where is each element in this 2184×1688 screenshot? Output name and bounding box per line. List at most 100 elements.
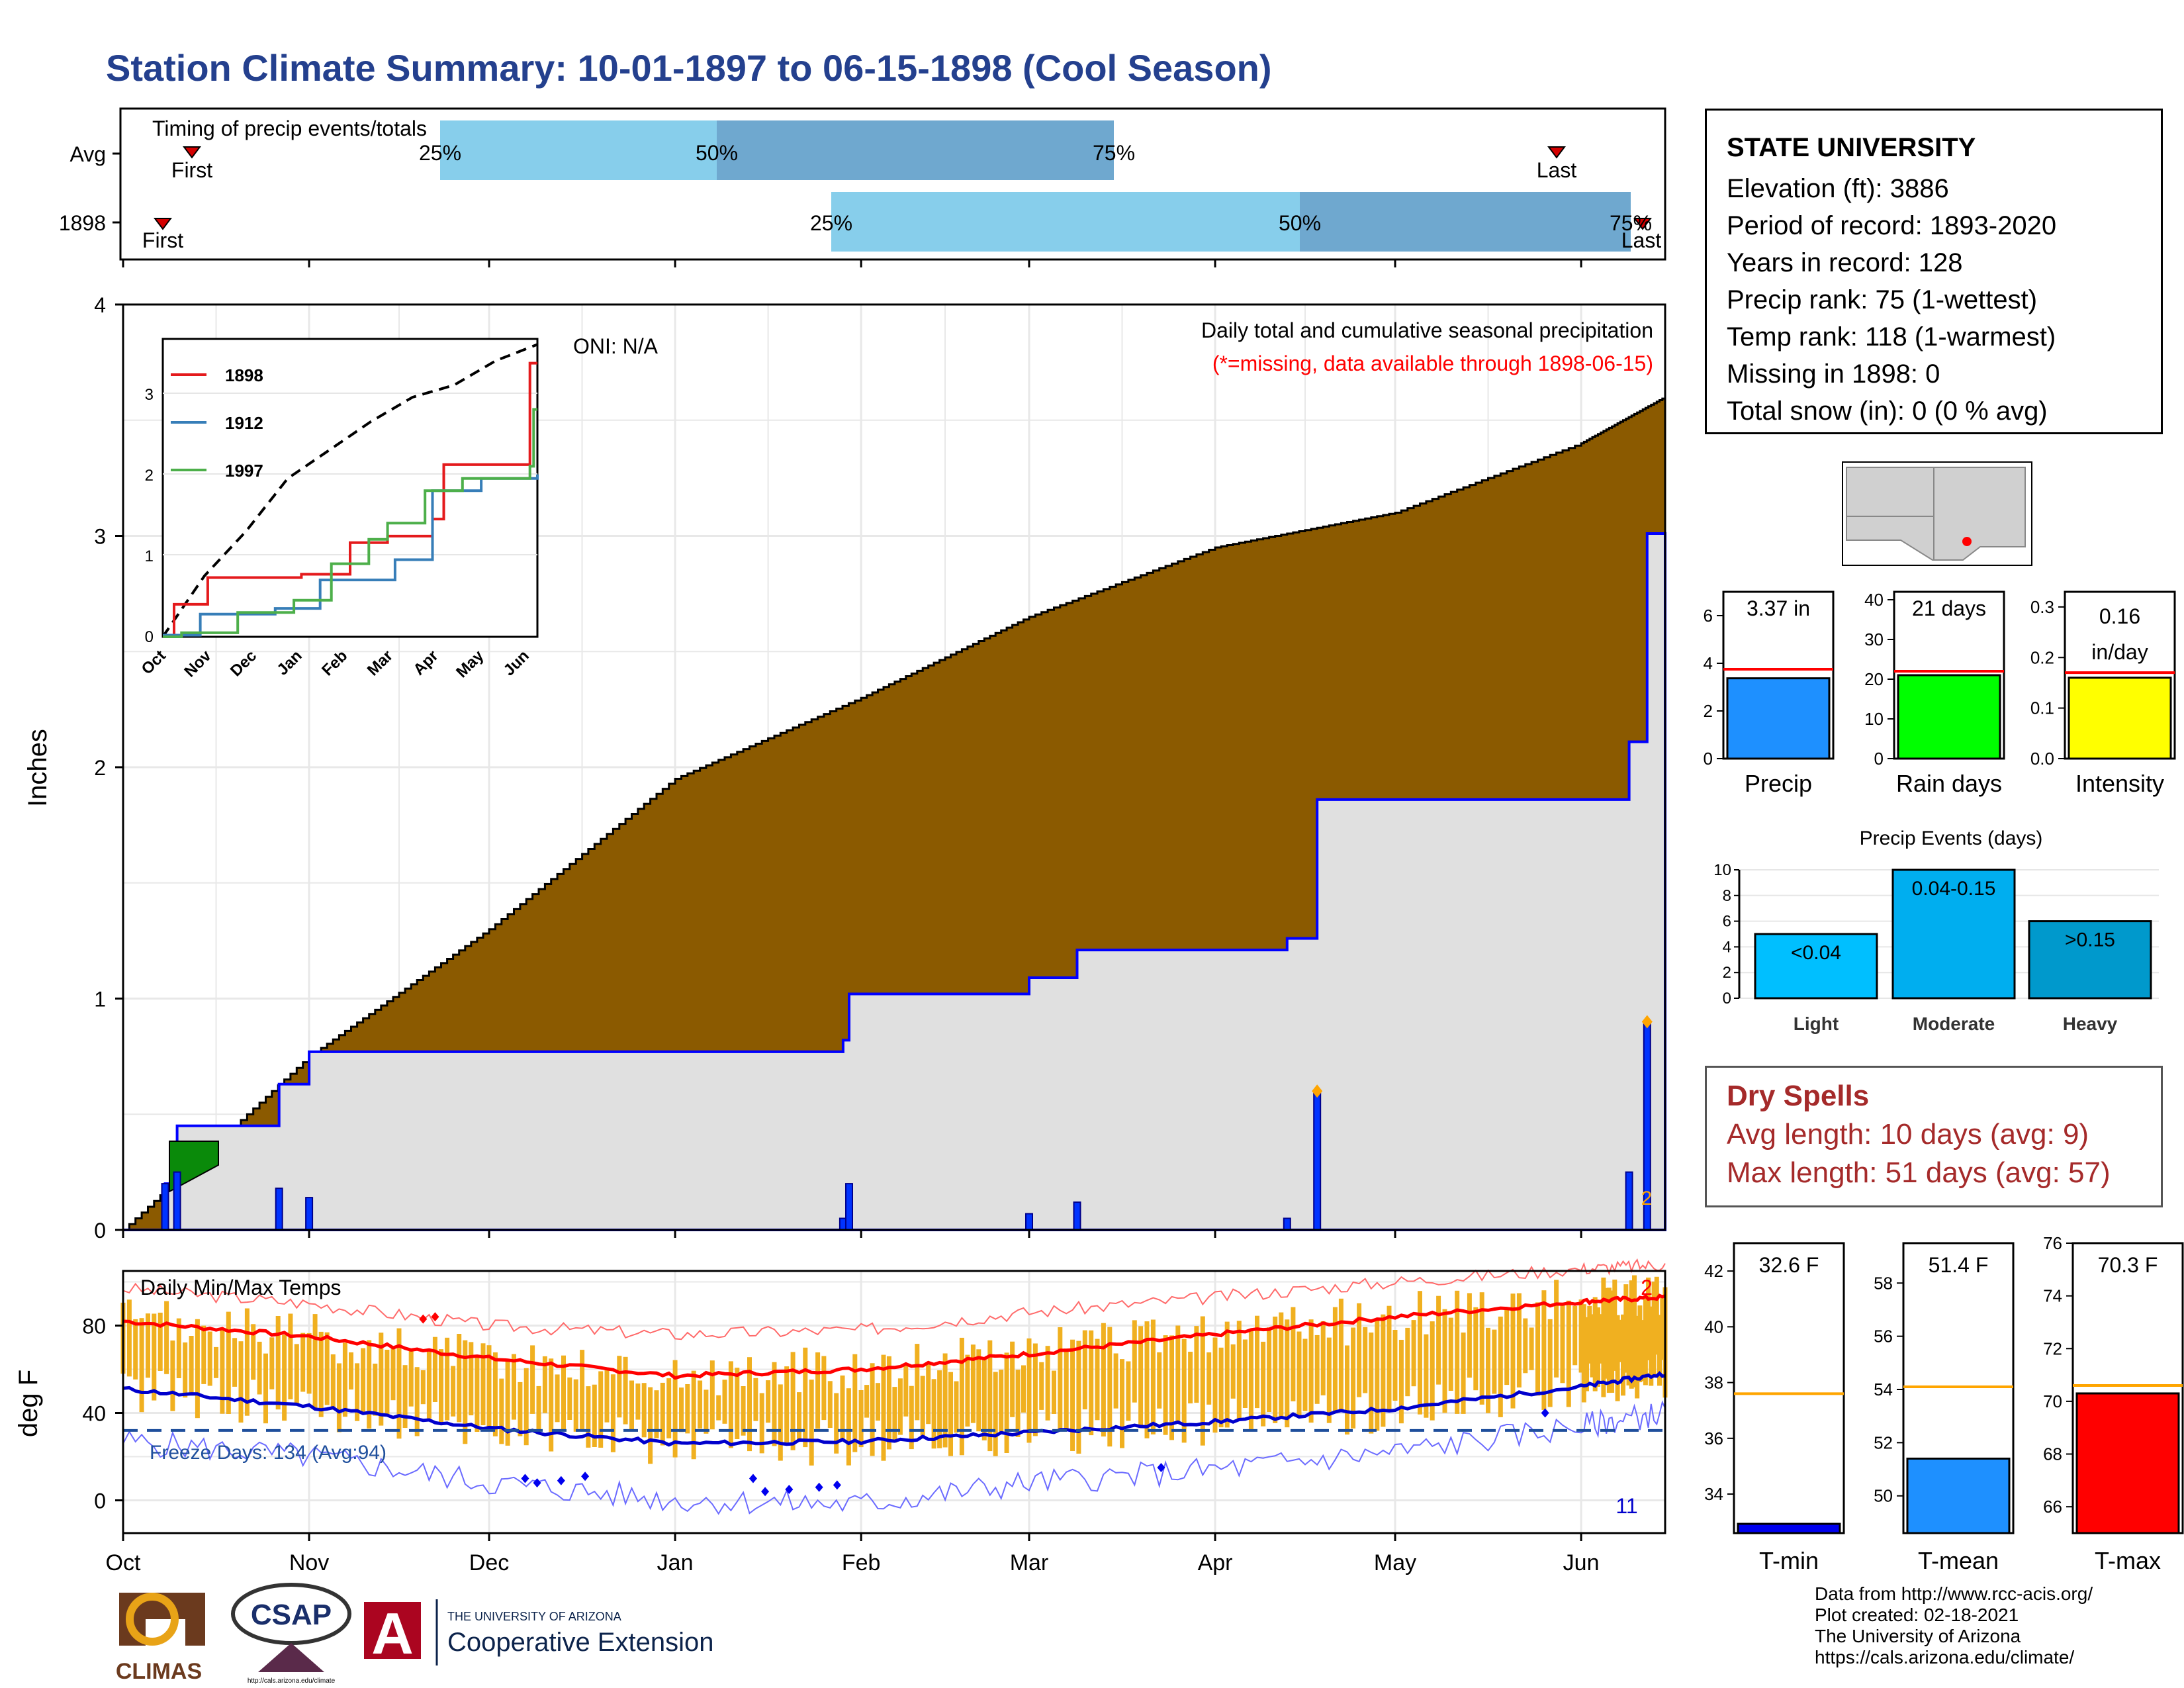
record-high-marker [419, 1314, 428, 1324]
daily-temp-bar [1297, 1331, 1302, 1417]
temp-summary-ytick: 58 [1874, 1273, 1893, 1293]
missing-count: 2 [1641, 1188, 1653, 1209]
daily-temp-bar [1504, 1309, 1510, 1385]
daily-temp-bar [1144, 1321, 1150, 1438]
daily-temp-bar [390, 1348, 396, 1401]
daily-temp-bar [1660, 1297, 1665, 1360]
daily-temp-bar [1363, 1327, 1368, 1393]
daily-temp-bar [1436, 1295, 1441, 1385]
daily-temp-bar [1126, 1361, 1131, 1421]
daily-temp-bar [1351, 1327, 1356, 1429]
dry-spells-avg: Avg length: 10 days (avg: 9) [1727, 1118, 2089, 1150]
daily-temp-bar [1590, 1314, 1595, 1378]
credit-line: Data from http://www.rcc-acis.org/ [1815, 1583, 2093, 1604]
summary-ytick: 0 [1704, 749, 1713, 769]
summary-ytick: 0.2 [2030, 647, 2054, 667]
inset-legend-1898: 1898 [225, 365, 263, 385]
daily-temp-bar [1163, 1335, 1168, 1435]
daily-temp-bar [445, 1337, 450, 1421]
daily-temp-bar [1302, 1338, 1308, 1411]
daily-temp-bar [499, 1378, 504, 1444]
daily-temp-bar [1637, 1305, 1643, 1383]
daily-temp-bar [790, 1352, 796, 1450]
daily-temp-bar [1547, 1319, 1553, 1407]
daily-temp-bar [269, 1337, 275, 1389]
daily-temp-bar [1095, 1338, 1100, 1421]
x-axis-month: Dec [469, 1550, 509, 1575]
daily-temp-bar [1615, 1315, 1620, 1401]
daily-temp-bar [170, 1340, 175, 1411]
csap-text: CSAP [251, 1599, 332, 1631]
temp-summary-value: 51.4 F [1929, 1253, 1989, 1277]
daily-temp-bar [735, 1368, 740, 1439]
daily-temp-bar [870, 1363, 875, 1456]
daily-temp-bar [809, 1380, 814, 1466]
ua-logo: A THE UNIVERSITY OF ARIZONA Cooperative … [364, 1599, 713, 1666]
temp-summary-label: T-min [1759, 1547, 1819, 1574]
daily-temp-bar [1411, 1320, 1416, 1387]
daily-temp-bar [1604, 1288, 1609, 1379]
summary-bar-label: Precip [1745, 770, 1812, 797]
credit-line: The University of Arizona [1815, 1626, 2021, 1646]
daily-temp-bar [1285, 1319, 1290, 1428]
events-bar-light [1754, 933, 1878, 1000]
record-min-line [122, 1400, 1666, 1515]
ua-letter: A [371, 1601, 414, 1666]
precip-ylabel: Inches [23, 729, 52, 807]
daily-temp-bar [1273, 1316, 1278, 1423]
x-axis-month: Oct [106, 1550, 141, 1575]
daily-temp-bar [1194, 1326, 1199, 1403]
station-marker [1962, 537, 1972, 546]
year-p50-label: 50% [1279, 211, 1321, 235]
avg-last-marker [1547, 146, 1566, 159]
daily-temp-bar [530, 1345, 535, 1414]
daily-temp-bar [1405, 1327, 1410, 1397]
avg-first-label: First [171, 158, 212, 182]
avg-timing-25-50 [440, 120, 717, 180]
temp-summary-value: 70.3 F [2098, 1253, 2158, 1277]
location-map [1842, 461, 2032, 566]
daily-temp-bar [1058, 1327, 1063, 1429]
avg-min-line [122, 1371, 1666, 1447]
daily-temp-bar [1657, 1315, 1662, 1386]
daily-temp-bar [993, 1372, 998, 1456]
daily-temp-bar [648, 1387, 653, 1464]
avg-p50-label: 50% [696, 141, 738, 165]
daily-temp-bar [1045, 1346, 1050, 1421]
record-low-marker [833, 1480, 841, 1490]
daily-temp-bar [679, 1387, 684, 1432]
daily-temp-bar [183, 1342, 188, 1398]
daily-temp-bar [561, 1355, 566, 1430]
daily-temp-bar [523, 1368, 529, 1446]
station-info-box: STATE UNIVERSITY Elevation (ft): 3886 Pe… [1705, 109, 2163, 434]
daily-temp-bar [1345, 1345, 1349, 1435]
daily-temp-bar [1592, 1297, 1598, 1391]
daily-temp-bar [840, 1375, 845, 1442]
daily-temp-bar [1039, 1362, 1044, 1410]
daily-temp-bar [666, 1378, 672, 1438]
daily-temp-bar [164, 1301, 169, 1374]
daily-temp-bar [1113, 1353, 1118, 1409]
daily-temp-bar [641, 1383, 647, 1438]
avg-first-marker [183, 146, 201, 159]
oni-label: ONI: N/A [573, 334, 659, 358]
summary-bar-intensity [2068, 677, 2172, 760]
daily-temp-bar [1212, 1337, 1218, 1433]
temp-summary-ytick: 50 [1874, 1486, 1893, 1506]
daily-temp-bar [1138, 1326, 1144, 1429]
daily-temp-bar [604, 1368, 610, 1423]
precip-event-bar [161, 1183, 169, 1231]
daily-temp-bar [1200, 1316, 1205, 1446]
daily-temp-bar [1230, 1344, 1236, 1399]
daily-temp-bar [463, 1340, 468, 1444]
daily-temp-bar [931, 1379, 936, 1449]
daily-temp-bar [139, 1318, 144, 1413]
daily-temp-bar [1566, 1300, 1571, 1407]
daily-temp-bar [1606, 1288, 1612, 1393]
daily-temp-bar [987, 1340, 993, 1452]
x-axis-month: Mar [1010, 1550, 1049, 1575]
daily-temp-bar [881, 1354, 886, 1461]
events-ytick: 8 [1723, 887, 1731, 905]
freeze-days-label: Freeze Days: 134 (Avg:94) [150, 1442, 387, 1464]
